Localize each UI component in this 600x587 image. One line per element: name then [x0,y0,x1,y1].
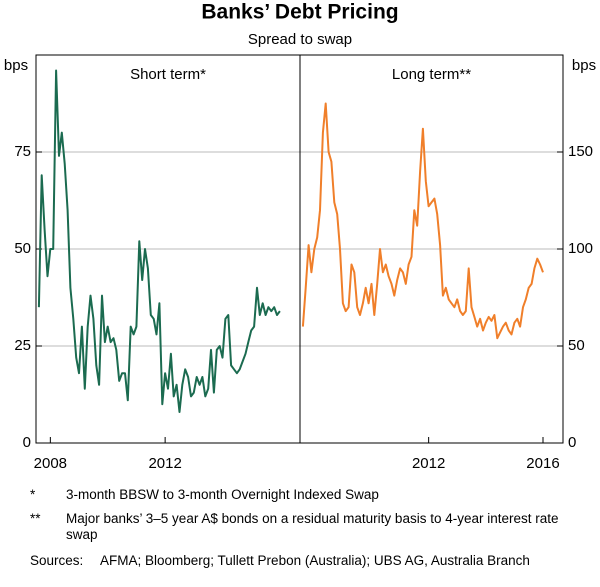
title: Banks’ Debt Pricing [201,1,398,24]
sources-label: Sources: [30,553,84,568]
sources: Sources: AFMA; Bloomberg; Tullett Prebon … [30,553,570,569]
note: ** Major banks’ 3–5 year A$ bonds on a re… [30,511,570,543]
y-tick-label: 50 [14,240,31,257]
subtitle: Spread to swap [248,31,352,48]
y-axis-label: bps [572,57,596,74]
y-tick-label: 100 [568,240,593,257]
y-tick-label: 150 [568,143,593,160]
note-text: 3-month BBSW to 3-month Overnight Indexe… [66,487,379,502]
y-tick-label: 25 [14,337,31,354]
y-tick-label: 0 [568,434,576,451]
note-marker: * [30,487,36,502]
y-tick-label: 50 [568,337,585,354]
chart: Banks’ Debt Pricing Spread to swap 0 25 50… [4,1,596,472]
note-text: Major banks’ 3–5 year A$ bonds on a resi… [66,511,559,542]
y-axis-label: bps [4,57,28,74]
note: * 3-month BBSW to 3-month Overnight Index… [30,487,570,503]
y-tick-label: 0 [23,434,31,451]
x-tick-label: 2008 [34,455,67,472]
sources-text: AFMA; Bloomberg; Tullett Prebon (Austral… [100,553,530,568]
line [37,69,281,413]
x-tick-label: 2012 [148,455,181,472]
x-tick-label: 2016 [526,455,559,472]
note-marker: ** [30,511,41,526]
line [301,102,544,340]
panel-title: Short term* [130,66,206,83]
x-tick-label: 2012 [412,455,445,472]
panel-title: Long term** [392,66,471,83]
y-tick-label: 75 [14,143,31,160]
